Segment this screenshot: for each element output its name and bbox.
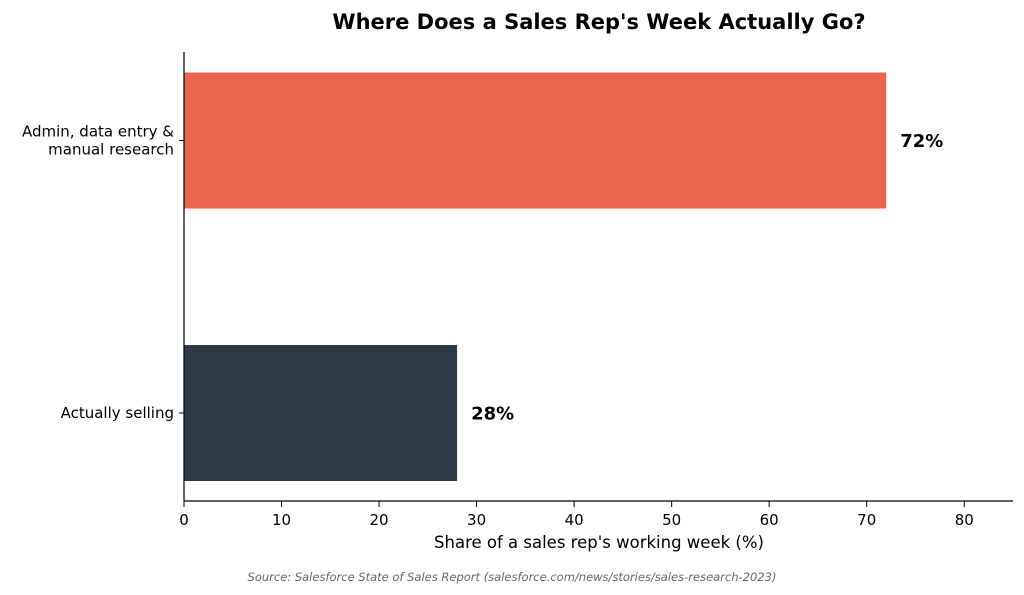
x-tick-label-4: 40	[565, 511, 584, 529]
x-tick-label-7: 70	[857, 511, 876, 529]
bar-0	[184, 72, 887, 209]
chart-title: Where Does a Sales Rep's Week Actually G…	[332, 10, 865, 34]
source-note: Source: Salesforce State of Sales Report…	[248, 570, 777, 584]
category-label-1: Actually selling	[61, 404, 174, 422]
category-label-line: Admin, data entry &	[22, 123, 174, 141]
data-label-0: 72%	[900, 131, 943, 152]
axes: Admin, data entry & manual research Actual…	[22, 52, 1013, 529]
x-tick-label-5: 50	[662, 511, 681, 529]
x-tick-label-6: 60	[760, 511, 779, 529]
x-axis-label: Share of a sales rep's working week (%)	[434, 533, 764, 552]
category-label-line: manual research	[48, 141, 174, 159]
x-tick-label-0: 0	[179, 511, 189, 529]
x-tick-label-1: 10	[272, 511, 291, 529]
category-label-0: Admin, data entry & manual research	[22, 123, 174, 159]
data-label-1: 28%	[471, 404, 514, 425]
x-tick-label-2: 20	[370, 511, 389, 529]
x-tick-label-8: 80	[955, 511, 974, 529]
bars: 72% 28%	[184, 72, 943, 481]
x-tick-label-3: 30	[467, 511, 486, 529]
category-label-line: Actually selling	[61, 404, 174, 422]
bar-1	[184, 345, 458, 481]
